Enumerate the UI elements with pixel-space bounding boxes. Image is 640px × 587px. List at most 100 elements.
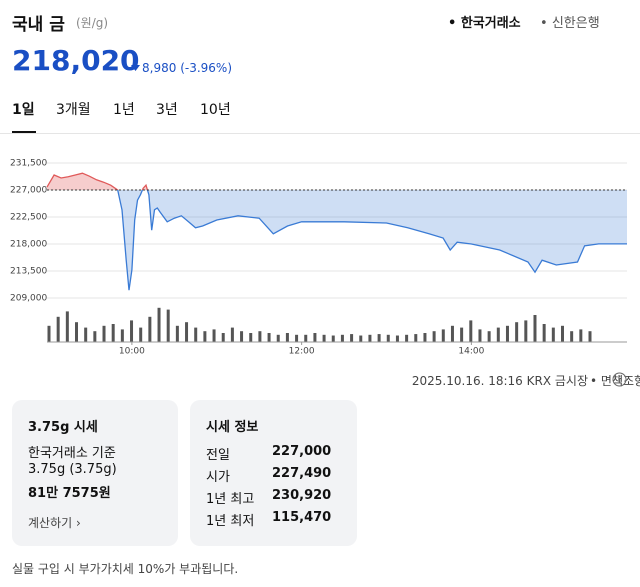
x-tick-label: 14:00 bbox=[458, 347, 484, 357]
volume-bar bbox=[93, 331, 97, 342]
down-arrow bbox=[131, 65, 140, 71]
tab[interactable]: 3년 bbox=[156, 102, 178, 118]
volume-bar bbox=[111, 324, 115, 342]
volume-bar bbox=[542, 324, 546, 342]
y-tick-label: 222,500 bbox=[10, 213, 47, 223]
volume-bar bbox=[313, 333, 317, 342]
info-label: 시가 bbox=[206, 470, 230, 485]
info-label: 1년 최저 bbox=[206, 514, 255, 529]
volume-bar bbox=[487, 331, 491, 342]
volume-bar bbox=[432, 331, 436, 342]
area-up bbox=[47, 173, 627, 190]
volume-bar bbox=[377, 334, 381, 342]
title: 국내 금 bbox=[12, 15, 65, 35]
volume-bar bbox=[478, 329, 482, 342]
info-value: 227,000 bbox=[272, 444, 332, 459]
tab[interactable]: 10년 bbox=[200, 102, 231, 118]
volume-bar bbox=[395, 335, 399, 342]
price-line-up bbox=[46, 172, 149, 190]
volume-bar bbox=[322, 334, 326, 342]
volume-bar bbox=[359, 335, 363, 342]
volume-bar bbox=[405, 334, 409, 342]
volume-bar bbox=[331, 335, 335, 342]
volume-bar bbox=[221, 333, 225, 342]
volume-bar bbox=[386, 334, 390, 342]
card: 3.75g 시세 한국거래소 기준 3.75g (3.75g) 81만 7575… bbox=[12, 400, 178, 546]
volume-bar bbox=[84, 327, 88, 342]
volume-bar bbox=[588, 331, 592, 342]
volume-bar bbox=[285, 333, 289, 342]
volume-bar bbox=[368, 334, 372, 342]
y-tick-label: 218,000 bbox=[10, 240, 47, 250]
volume-bar bbox=[560, 325, 564, 342]
volume-bar bbox=[65, 311, 69, 342]
volume-bar bbox=[295, 334, 299, 342]
volume-bar bbox=[304, 334, 308, 342]
volume-bar bbox=[414, 334, 418, 342]
volume-bar bbox=[579, 329, 583, 342]
disclaimer-label: 면책조항 bbox=[600, 374, 640, 388]
volume-bar bbox=[450, 325, 454, 342]
volume-bar bbox=[350, 334, 354, 342]
info-icon[interactable] bbox=[612, 372, 627, 387]
source-tab[interactable]: • 한국거래소 bbox=[448, 16, 521, 31]
card-line: 한국거래소 기준 bbox=[28, 446, 116, 461]
tab[interactable]: 1년 bbox=[113, 102, 135, 118]
active-tab-underline bbox=[12, 131, 36, 133]
volume-bar bbox=[194, 327, 198, 342]
change-value: 8,980 bbox=[142, 61, 177, 75]
card-title: 시세 정보 bbox=[206, 420, 259, 435]
info-label: 전일 bbox=[206, 448, 230, 463]
volume-bar bbox=[185, 322, 189, 342]
y-tick-label: 231,500 bbox=[10, 159, 47, 169]
volume-bar bbox=[515, 322, 519, 342]
card: 시세 정보 전일 227,000 시가 227,490 1년 최고 230,920 1년 최… bbox=[190, 400, 357, 546]
volume-bar bbox=[524, 320, 528, 342]
volume-bar bbox=[441, 329, 445, 342]
footnote: 실물 구입 시 부가가치세 10%가 부과됩니다. bbox=[12, 562, 239, 576]
chart: 209,000 213,500 218,000 222,500 227,000 231,5… bbox=[10, 159, 627, 357]
volume-bar bbox=[166, 309, 170, 342]
volume-bar bbox=[56, 316, 60, 342]
price: 218,020 bbox=[12, 44, 140, 77]
disclaimer[interactable]: • 면책조항 bbox=[590, 372, 640, 389]
source-tab[interactable]: • 신한은행 bbox=[540, 16, 600, 31]
unit: (원/g) bbox=[76, 16, 109, 30]
area-down bbox=[47, 190, 627, 291]
volume-bar bbox=[258, 331, 262, 342]
volume-bar bbox=[505, 325, 509, 342]
card-line: 3.75g (3.75g) bbox=[28, 462, 117, 477]
change-pct: (-3.96%) bbox=[180, 61, 233, 75]
volume-bar bbox=[276, 334, 280, 342]
timestamp: 2025.10.16. 18:16 KRX 금시장 bbox=[411, 374, 588, 388]
volume-bar bbox=[157, 307, 161, 342]
info-value: 115,470 bbox=[272, 510, 332, 525]
volume-bar bbox=[75, 322, 79, 342]
volume-bar bbox=[139, 327, 143, 342]
change: 8,980 (-3.96%) bbox=[142, 61, 232, 75]
volume-bar bbox=[102, 325, 106, 342]
divider bbox=[0, 133, 640, 134]
tab[interactable]: 3개월 bbox=[56, 102, 91, 118]
volume-bar bbox=[175, 325, 179, 342]
y-tick-label: 227,000 bbox=[10, 186, 47, 196]
volume-bar bbox=[533, 315, 537, 342]
info-value: 230,920 bbox=[272, 488, 332, 503]
volume-bar bbox=[240, 331, 244, 342]
source-label: 신한은행 bbox=[551, 16, 600, 31]
volume-bar bbox=[469, 320, 473, 342]
volume-bar bbox=[230, 327, 234, 342]
tab[interactable]: 1일 bbox=[12, 102, 35, 118]
volume-bar bbox=[47, 325, 51, 342]
volume-bar bbox=[212, 329, 216, 342]
x-tick-label: 10:00 bbox=[119, 347, 145, 357]
volume-bar bbox=[203, 331, 207, 342]
volume-bar bbox=[423, 333, 427, 342]
info-label: 1년 최고 bbox=[206, 492, 255, 507]
price-line-down bbox=[116, 190, 627, 291]
y-tick-label: 213,500 bbox=[10, 267, 47, 277]
info-value: 227,490 bbox=[272, 466, 332, 481]
volume-bar bbox=[148, 316, 152, 342]
calc-link[interactable]: 계산하기 › bbox=[28, 516, 81, 530]
